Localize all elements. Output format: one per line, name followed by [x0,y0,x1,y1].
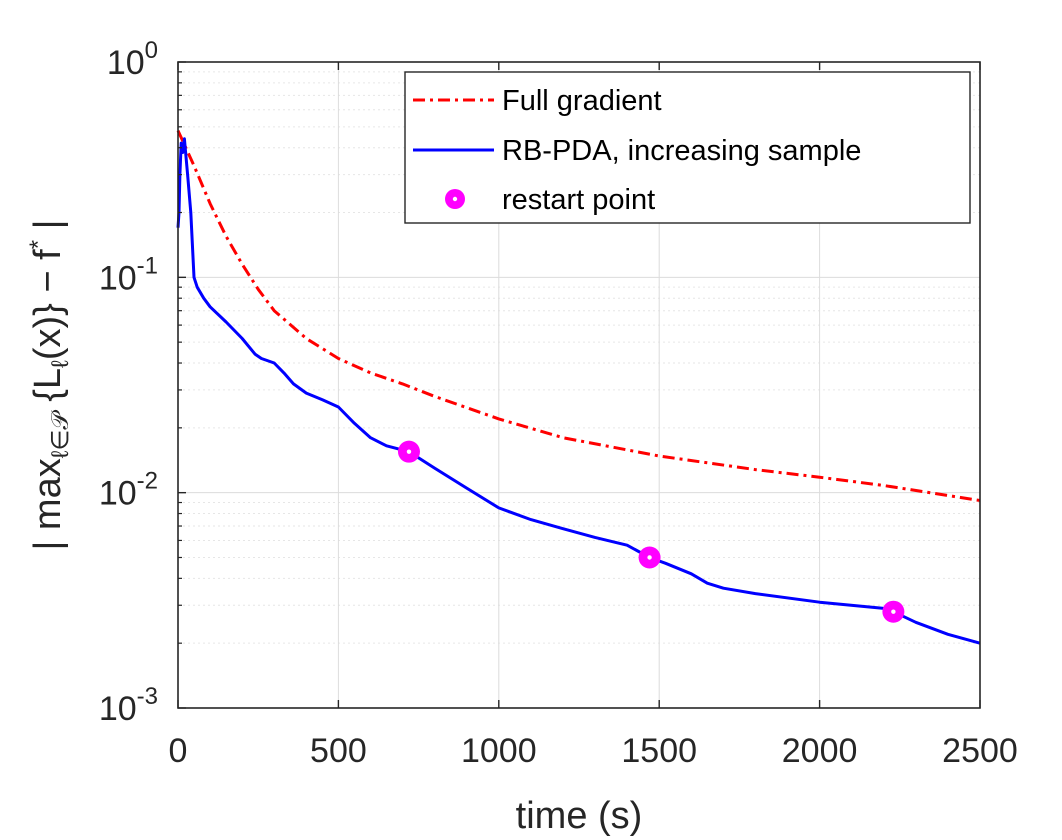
restart-point-marker-center [647,555,652,560]
legend-box [404,71,971,224]
marker-layer [397,440,905,623]
legend-marker-restart-center [452,196,458,202]
x-tick-label: 1000 [461,732,537,770]
x-tick-label: 2500 [942,732,1018,770]
x-tick-label: 1500 [621,732,697,770]
plot-frame [177,61,981,709]
series-line-rb-pda [176,137,981,645]
y-tick-base: 10 [99,259,137,297]
y-label-part-2: ℓ∈𝒫 [47,410,74,459]
y-label-part-6: * [25,240,52,249]
y-tick-label: 10-1 [99,252,158,297]
x-tick-label: 0 [169,732,188,770]
series-line-full-gradient [176,129,981,502]
x-ticks: 0 500 1000 1500 2000 2500 [169,62,1018,770]
y-tick-base: 10 [99,690,137,728]
y-tick-base: 10 [99,475,137,513]
x-axis-label: time (s) [516,795,643,837]
legend-label-full-gradient: Full gradient [502,85,662,117]
y-tick-exponent: -2 [137,468,158,495]
legend-label-rb-pda: RB-PDA, increasing sample [502,135,861,167]
restart-point-marker-center [891,609,896,614]
restart-point-marker-center [406,449,412,454]
legend-label-restart: restart point [502,184,655,216]
y-label-part-3: {L [27,368,69,412]
y-tick-exponent: 0 [145,37,158,64]
y-tick-label: 10-2 [99,468,158,513]
x-tick-label: 2000 [782,732,858,770]
y-label-part-7: | [27,220,69,240]
y-tick-label: 100 [107,37,158,82]
x-tick-label: 500 [310,732,367,770]
y-tick-label: 10-3 [99,683,158,728]
y-label-part-5: (x)} − f [27,249,69,360]
y-axis-label: | maxℓ∈𝒫 {Lℓ(x)} − f* | [25,220,74,551]
y-tick-exponent: -3 [137,683,158,710]
y-tick-exponent: -1 [137,252,158,279]
series-layer [176,129,981,645]
y-tick-base: 10 [107,44,145,82]
y-label-part-1: | max [27,458,69,550]
legend: Full gradient RB-PDA, increasing sample … [404,71,971,224]
y-label-part-4: ℓ [47,360,74,368]
